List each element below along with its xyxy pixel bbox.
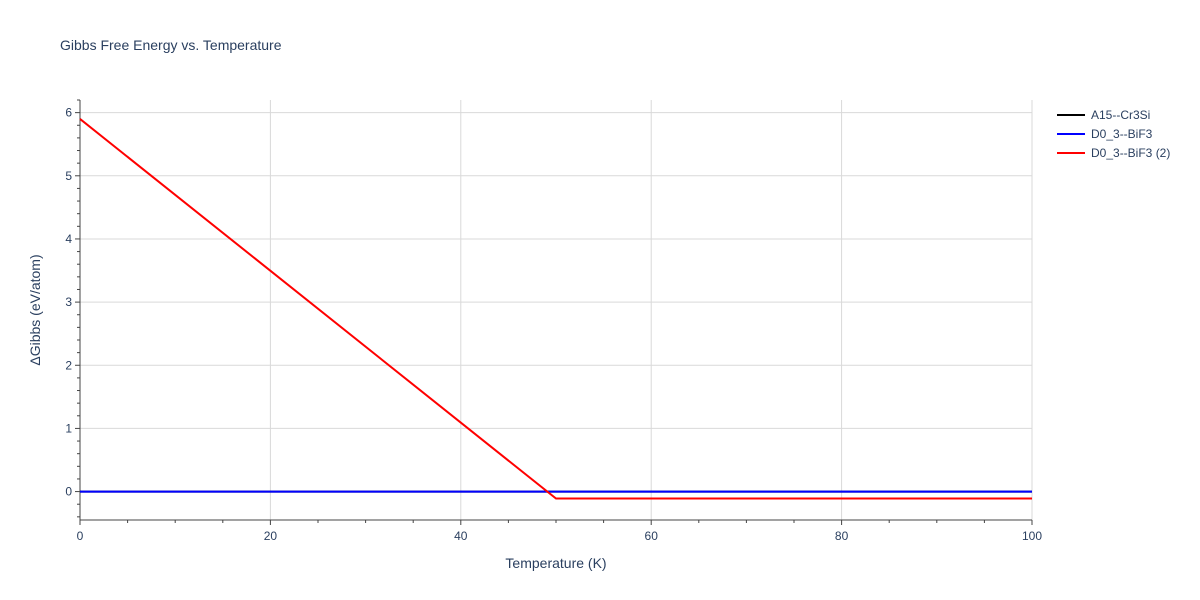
series-layer	[79, 118, 1032, 500]
legend-item[interactable]: D0_3--BiF3 (2)	[1057, 146, 1170, 160]
y-tick-label: 0	[65, 485, 72, 499]
y-tick-label: 2	[65, 358, 72, 372]
y-tick-label: 4	[65, 232, 72, 246]
legend-item[interactable]: A15--Cr3Si	[1057, 108, 1150, 122]
legend-label: D0_3--BiF3	[1091, 127, 1153, 141]
chart-title: Gibbs Free Energy vs. Temperature	[60, 37, 282, 53]
y-tick-label: 5	[65, 169, 72, 183]
y-tick-label: 6	[65, 106, 72, 120]
y-axis-title: ΔGibbs (eV/atom)	[27, 254, 43, 365]
legend-label: A15--Cr3Si	[1091, 108, 1150, 122]
grid-layer	[80, 100, 1033, 520]
x-tick-label: 40	[454, 529, 468, 543]
x-tick-label: 100	[1022, 529, 1042, 543]
x-tick-label: 60	[645, 529, 659, 543]
x-tick-label: 20	[264, 529, 278, 543]
x-tick-label: 80	[835, 529, 849, 543]
y-tick-label: 1	[65, 421, 72, 435]
x-axis-title: Temperature (K)	[505, 555, 606, 571]
series-line-d0-3-bif3-2	[79, 118, 1032, 500]
x-tick-label: 0	[77, 529, 84, 543]
y-tick-label: 3	[65, 295, 72, 309]
legend-item[interactable]: D0_3--BiF3	[1057, 127, 1153, 141]
legend-label: D0_3--BiF3 (2)	[1091, 146, 1170, 160]
axes-layer: 0 20 40 60 80 100 0 1 2 3 4 5 6	[65, 99, 1042, 543]
legend[interactable]: A15--Cr3Si D0_3--BiF3 D0_3--BiF3 (2)	[1057, 108, 1170, 160]
